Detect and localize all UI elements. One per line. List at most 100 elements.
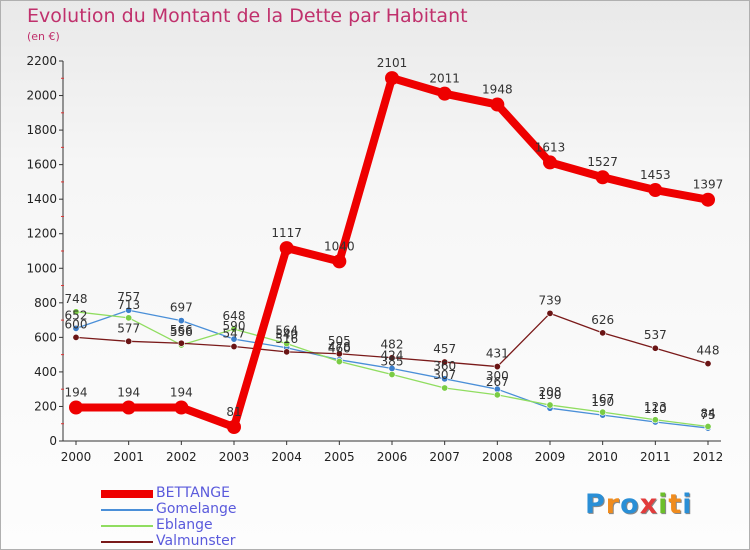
legend-label: Valmunster (156, 533, 236, 549)
data-point (385, 71, 399, 86)
x-tick-label: 2008 (482, 450, 513, 464)
data-label: 748 (65, 292, 88, 306)
data-point (230, 343, 238, 351)
data-label: 123 (644, 400, 667, 414)
legend-swatch (101, 541, 153, 543)
data-label: 194 (170, 385, 193, 399)
data-point (595, 170, 610, 185)
chart-subtitle: (en €) (27, 30, 60, 43)
data-label: 482 (381, 338, 404, 352)
data-label: 2101 (377, 56, 408, 70)
data-label: 2011 (429, 72, 460, 86)
data-label: 81 (226, 405, 241, 419)
data-label: 460 (328, 342, 351, 356)
data-point (651, 344, 659, 352)
data-point (335, 358, 343, 366)
data-point (335, 350, 343, 358)
data-label: 84 (700, 406, 715, 420)
chart-axes: 0 200 400 600 800 1000 1200 1400 1600 1800 2000 220… (26, 54, 723, 464)
data-label: 1453 (640, 168, 671, 182)
brand-logo-letter: t (668, 489, 683, 520)
legend-item: Valmunster (101, 533, 361, 550)
brand-logo: Proxiti (585, 489, 693, 520)
legend-swatch (101, 490, 153, 498)
chart-title: Evolution du Montant de la Dette par Hab… (27, 5, 468, 27)
data-point (69, 400, 83, 415)
data-label: 1397 (693, 178, 724, 192)
brand-logo-letter: i (658, 489, 669, 520)
data-point (388, 370, 396, 378)
data-label: 697 (170, 301, 193, 315)
data-point (490, 97, 505, 112)
data-point (125, 306, 133, 314)
legend: BETTANGE Gomelange Eblange Valmunster (101, 485, 361, 550)
x-tick-label: 2004 (271, 450, 302, 464)
data-label: 1613 (535, 140, 566, 154)
brand-logo-letter: x (639, 489, 659, 520)
data-label: 457 (433, 342, 456, 356)
y-tick-label: 0 (49, 434, 57, 448)
data-point (543, 155, 557, 170)
data-point (121, 400, 136, 415)
data-label: 648 (223, 309, 246, 323)
data-point (704, 360, 712, 368)
brand-logo-letter: r (605, 489, 621, 520)
data-label: 448 (697, 344, 720, 358)
data-label: 556 (170, 325, 193, 339)
data-label: 300 (486, 369, 509, 383)
x-tick-label: 2010 (587, 450, 618, 464)
data-label: 757 (117, 290, 140, 304)
data-point (279, 241, 294, 256)
x-tick-label: 2006 (377, 450, 408, 464)
data-label: 713 (117, 298, 140, 312)
data-point (441, 375, 449, 383)
data-label: 1527 (587, 155, 618, 169)
x-tick-label: 2005 (324, 450, 355, 464)
data-label: 190 (539, 388, 562, 402)
data-point (230, 335, 238, 343)
data-label: 307 (433, 368, 456, 382)
data-point (227, 420, 241, 435)
y-tick-label: 2200 (26, 54, 57, 68)
data-label: 1948 (482, 83, 513, 97)
data-point (177, 339, 185, 347)
data-label: 208 (539, 385, 562, 399)
y-tick-label: 1600 (26, 158, 57, 172)
x-tick-label: 2001 (113, 450, 144, 464)
data-label: 194 (117, 385, 140, 399)
data-point (437, 86, 452, 101)
data-point (648, 183, 663, 198)
data-label: 110 (644, 402, 667, 416)
data-point (493, 391, 501, 399)
x-tick-label: 2007 (429, 450, 460, 464)
data-point (701, 192, 715, 207)
data-label: 267 (486, 375, 509, 389)
data-point (493, 363, 501, 371)
data-label: 516 (275, 332, 298, 346)
data-point (283, 348, 291, 356)
series-markers (69, 71, 715, 435)
data-label: 540 (275, 328, 298, 342)
data-labels: 194 194 194 81 1117 1040 2101 2011 1948 1613 1527 1… (65, 56, 724, 422)
y-tick-label: 2000 (26, 89, 57, 103)
data-label: 739 (539, 293, 562, 307)
x-tick-label: 2011 (640, 450, 671, 464)
x-tick-label: 2002 (166, 450, 197, 464)
legend-label: BETTANGE (156, 485, 230, 501)
data-label: 1040 (324, 239, 355, 253)
data-label: 590 (223, 319, 246, 333)
brand-logo-letter: i (682, 489, 693, 520)
data-point (283, 340, 291, 348)
data-point (332, 254, 347, 269)
data-label: 478 (328, 340, 351, 354)
x-tick-label: 2009 (535, 450, 566, 464)
legend-label: Eblange (156, 517, 213, 533)
legend-swatch (101, 525, 153, 527)
brand-logo-letter: o (620, 489, 640, 520)
data-label: 505 (328, 334, 351, 348)
legend-item: Gomelange (101, 501, 361, 518)
data-point (125, 314, 133, 322)
y-tick-label: 600 (34, 330, 57, 344)
